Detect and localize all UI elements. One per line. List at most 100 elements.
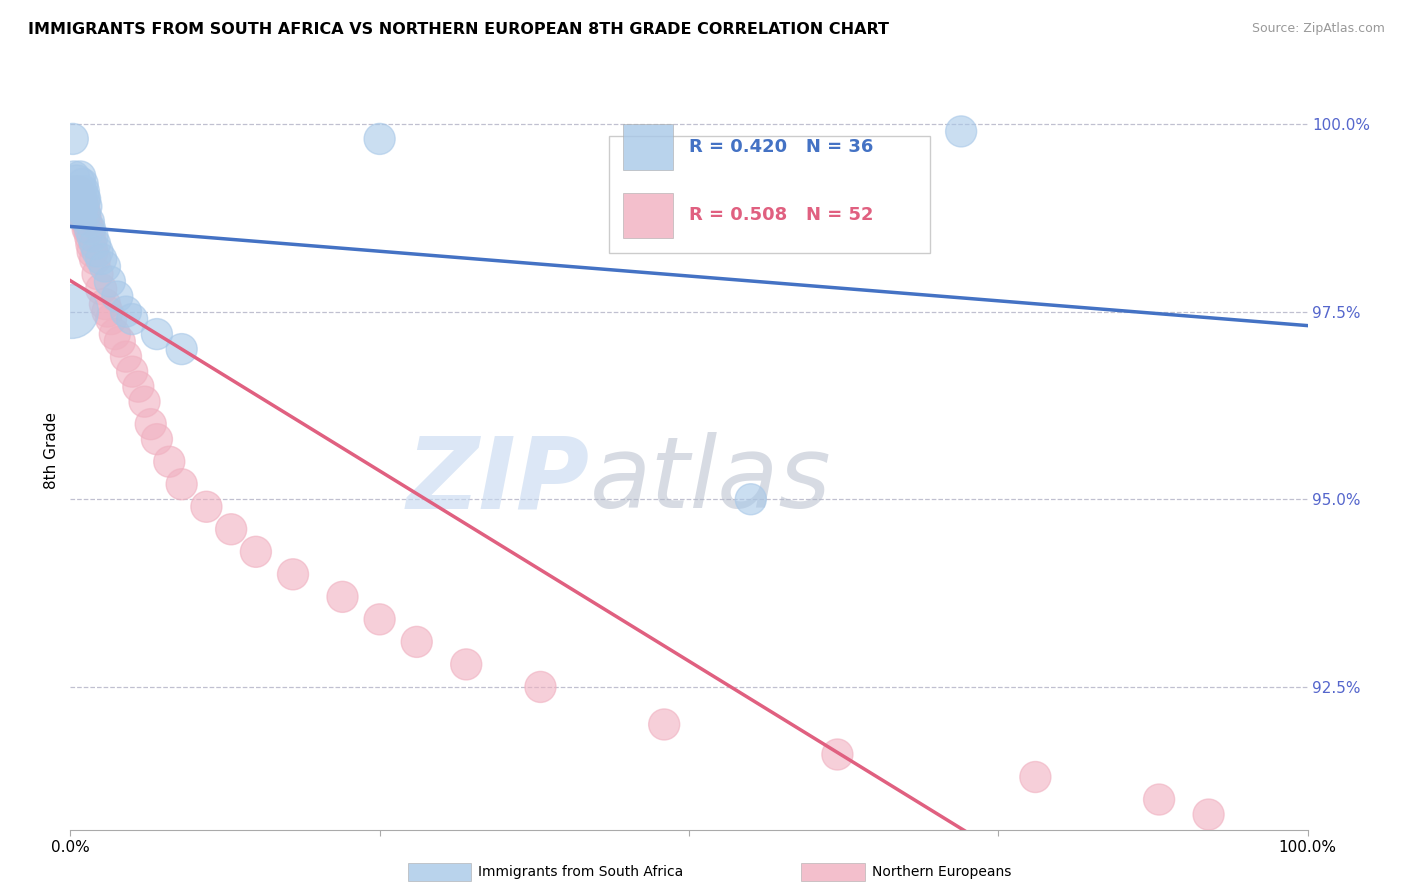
Point [1024,770,1046,784]
Point [405,635,427,649]
Point [75,207,97,221]
Point [827,747,849,762]
Point [69,192,91,206]
Point [72,177,94,191]
Point [67,185,90,199]
FancyBboxPatch shape [623,193,673,238]
Point [456,657,478,672]
Text: ZIP: ZIP [406,433,591,529]
Point [72,207,94,221]
Point [94,297,117,311]
Point [69,192,91,206]
Point [66,199,89,213]
Point [62,132,84,146]
Point [368,612,391,626]
Text: IMMIGRANTS FROM SOUTH AFRICA VS NORTHERN EUROPEAN 8TH GRADE CORRELATION CHART: IMMIGRANTS FROM SOUTH AFRICA VS NORTHERN… [28,22,889,37]
Point [100,312,122,326]
Point [134,394,156,409]
Point [69,169,91,184]
Point [86,267,108,281]
Point [65,185,87,199]
Text: Source: ZipAtlas.com: Source: ZipAtlas.com [1251,22,1385,36]
Point [146,327,169,342]
Point [98,275,121,289]
Point [170,342,193,356]
Point [86,244,108,259]
Point [108,334,131,349]
Point [79,229,101,244]
Point [950,124,973,138]
Point [105,289,128,303]
Point [1198,807,1220,822]
Point [90,282,112,296]
Point [84,252,107,266]
Point [72,199,94,213]
Point [90,252,112,266]
Point [139,417,162,432]
Point [65,192,87,206]
Point [65,185,87,199]
Point [70,192,93,206]
Point [529,680,551,694]
Point [73,199,96,213]
Text: R = 0.508   N = 52: R = 0.508 N = 52 [689,206,873,225]
Point [60,192,83,206]
Text: Immigrants from South Africa: Immigrants from South Africa [478,865,683,880]
Point [146,432,169,446]
Text: R = 0.420   N = 36: R = 0.420 N = 36 [689,138,873,156]
Point [82,244,104,259]
Point [82,229,104,244]
Text: Northern Europeans: Northern Europeans [872,865,1011,880]
Point [65,177,87,191]
Point [121,365,143,379]
Point [80,237,103,252]
Point [75,192,97,206]
Point [75,214,97,228]
Point [1147,792,1170,806]
Point [70,207,93,221]
Point [76,222,98,236]
Point [170,477,193,491]
Point [66,192,89,206]
Point [245,545,267,559]
Point [65,199,87,213]
Point [67,185,90,199]
Point [127,379,149,393]
Y-axis label: 8th Grade: 8th Grade [44,412,59,489]
Point [219,522,242,536]
Point [67,192,90,206]
Point [75,207,97,221]
Text: atlas: atlas [591,433,831,529]
Point [652,717,675,731]
Point [96,304,118,318]
Point [94,260,117,274]
FancyBboxPatch shape [609,136,931,253]
Point [368,132,391,146]
Point [115,350,138,364]
Point [77,222,100,236]
Point [121,312,143,326]
Point [84,237,107,252]
Point [66,207,89,221]
Point [72,199,94,213]
Point [740,492,762,507]
Point [70,185,93,199]
Point [70,207,93,221]
Point [63,169,86,184]
Point [60,304,83,318]
Point [75,199,97,213]
FancyBboxPatch shape [623,125,673,170]
Point [157,455,180,469]
Point [332,590,354,604]
Point [69,207,91,221]
Point [281,567,304,582]
Point [63,192,86,206]
Point [62,185,84,199]
Point [79,222,101,236]
Point [115,304,138,318]
Point [66,192,89,206]
Point [195,500,218,514]
Point [77,214,100,228]
Point [104,327,127,342]
Point [73,185,96,199]
